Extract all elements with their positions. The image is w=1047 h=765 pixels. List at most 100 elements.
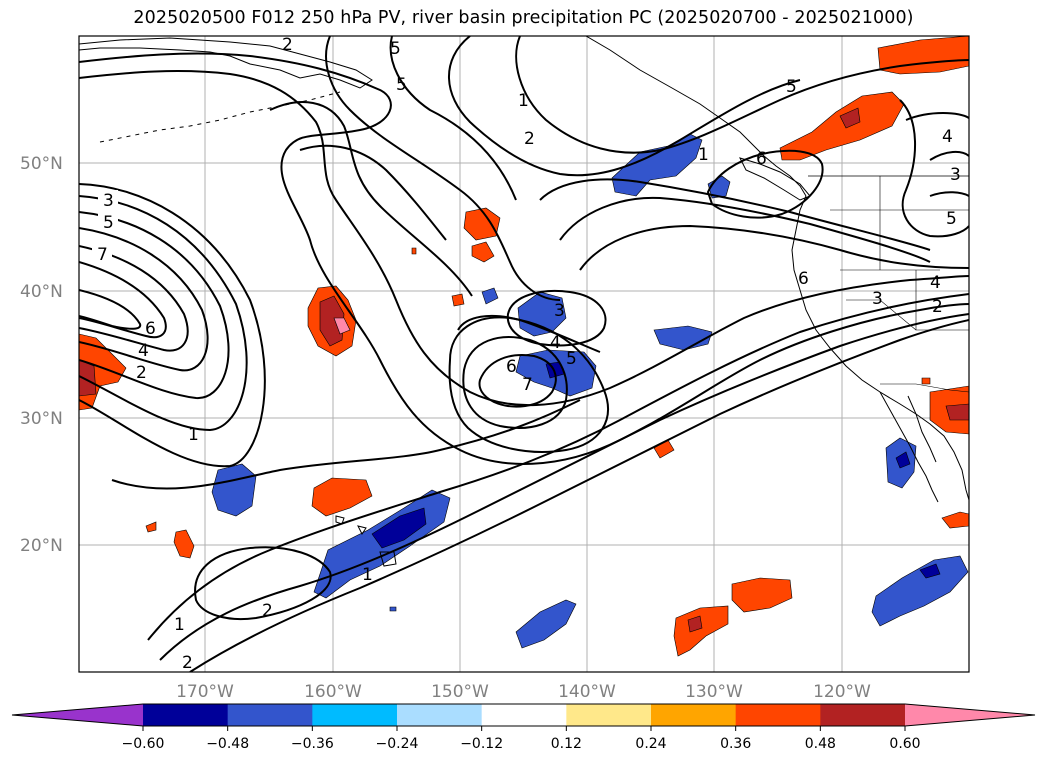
pv-contour [79, 227, 209, 372]
contour-label: 2 [262, 601, 273, 621]
pv-contour [706, 149, 824, 219]
contour-label: 5 [390, 39, 401, 59]
baja-peninsula [879, 391, 939, 503]
contour-label: 7 [522, 375, 533, 395]
contour-label: 5 [396, 75, 407, 95]
pos-patch [945, 403, 969, 421]
neg-patch [515, 599, 577, 649]
colorbar-segment [312, 704, 398, 726]
contour-label: 5 [566, 349, 577, 369]
map-frame [78, 35, 970, 673]
gridlines [79, 36, 969, 672]
colorbar-segment [820, 704, 906, 726]
pos-patch [877, 36, 969, 75]
contour-label: 2 [182, 653, 193, 673]
colorbar-extend-max [905, 704, 1035, 726]
pos-patch [411, 247, 417, 255]
contour-label: 4 [942, 127, 953, 147]
contour-label: 2 [932, 297, 943, 317]
lat-label: 20°N [20, 536, 63, 556]
map-title: 2025020500 F012 250 hPa PV, river basin … [133, 8, 914, 28]
baja-east [907, 395, 937, 463]
pv-contour [448, 316, 609, 453]
pv-contour [539, 178, 931, 251]
colorbar-segment [651, 704, 737, 726]
lon-label: 160°W [304, 682, 362, 702]
pv-contour [905, 112, 969, 121]
colorbar-segment [143, 704, 229, 726]
pos-patch [451, 293, 465, 307]
hawaii-island [357, 525, 367, 535]
contour-labels: 3 5 7 6 4 2 1 5 5 2 1 2 1 5 6 6 3 2 4 5 … [92, 35, 961, 673]
lon-label: 130°W [685, 682, 743, 702]
us-west-coast [791, 195, 969, 501]
pv-contour [79, 289, 142, 330]
neg-patch [653, 325, 713, 351]
contour-label: 1 [188, 425, 199, 445]
pv-contour [478, 354, 557, 408]
lon-label: 170°W [176, 682, 234, 702]
colorbar-tick-label: 0.12 [551, 736, 582, 752]
pos-patch [173, 529, 195, 559]
pos-patch [673, 605, 729, 657]
pos-patch [779, 91, 905, 161]
mx-border [880, 383, 969, 393]
pos-patch [731, 577, 793, 613]
contour-label: 2 [524, 129, 535, 149]
contour-label: 1 [362, 565, 373, 585]
pv-contour [389, 36, 517, 201]
pv-contour [515, 36, 969, 154]
neg-patch [611, 133, 703, 197]
contour-label: 1 [518, 91, 529, 111]
colorbar-segment [397, 704, 483, 726]
pos-patch [463, 207, 501, 241]
pv-contour [559, 196, 931, 263]
pv-contour [189, 319, 969, 672]
contour-label: 5 [946, 209, 957, 229]
pos-patch [311, 477, 373, 517]
pv-contour [111, 399, 581, 490]
neg-patch [895, 451, 911, 469]
contour-label: 6 [145, 319, 156, 339]
pv-contour [159, 313, 969, 661]
pv-contour [929, 191, 969, 197]
contour-label: 3 [554, 301, 565, 321]
contour-label: 2 [282, 35, 293, 55]
lat-label: 40°N [20, 282, 63, 302]
neg-patch [389, 606, 397, 612]
map-area: 3 5 7 6 4 2 1 5 5 2 1 2 1 5 6 6 3 2 4 5 … [79, 35, 969, 673]
pv-contours [79, 36, 969, 672]
contour-label: 5 [103, 213, 114, 233]
colorbar-segment [735, 704, 821, 726]
pos-patch [941, 511, 969, 529]
negative-precip-regions [211, 133, 969, 649]
pv-contour [79, 70, 969, 407]
lat-label: 30°N [20, 409, 63, 429]
neg-patch [211, 463, 257, 517]
contour-label: 3 [872, 289, 883, 309]
colorbar-tick-label: −0.48 [206, 736, 249, 752]
contour-label: 6 [756, 149, 767, 169]
pv-contour [194, 546, 332, 620]
alaska-panhandle [585, 36, 807, 197]
pv-contour [448, 36, 801, 177]
pv-contour [325, 36, 561, 301]
pv-contour [462, 336, 568, 429]
contour-label: 1 [174, 615, 185, 635]
pv-contour [79, 195, 248, 432]
neg-patch [919, 563, 941, 579]
contour-label: 4 [550, 333, 561, 353]
pv-contour [899, 99, 969, 238]
pos-patch [471, 241, 495, 263]
contour-label: 7 [97, 245, 108, 265]
contour-label: 2 [136, 363, 147, 383]
contour-label: 4 [138, 341, 149, 361]
pos-patch [319, 295, 345, 347]
contour-label: 6 [798, 269, 809, 289]
lat-label: 50°N [20, 154, 63, 174]
lon-label: 120°W [813, 682, 871, 702]
colorbar-tick-label: −0.36 [291, 736, 334, 752]
bc-islands [739, 157, 811, 201]
neg-patch [371, 507, 427, 549]
